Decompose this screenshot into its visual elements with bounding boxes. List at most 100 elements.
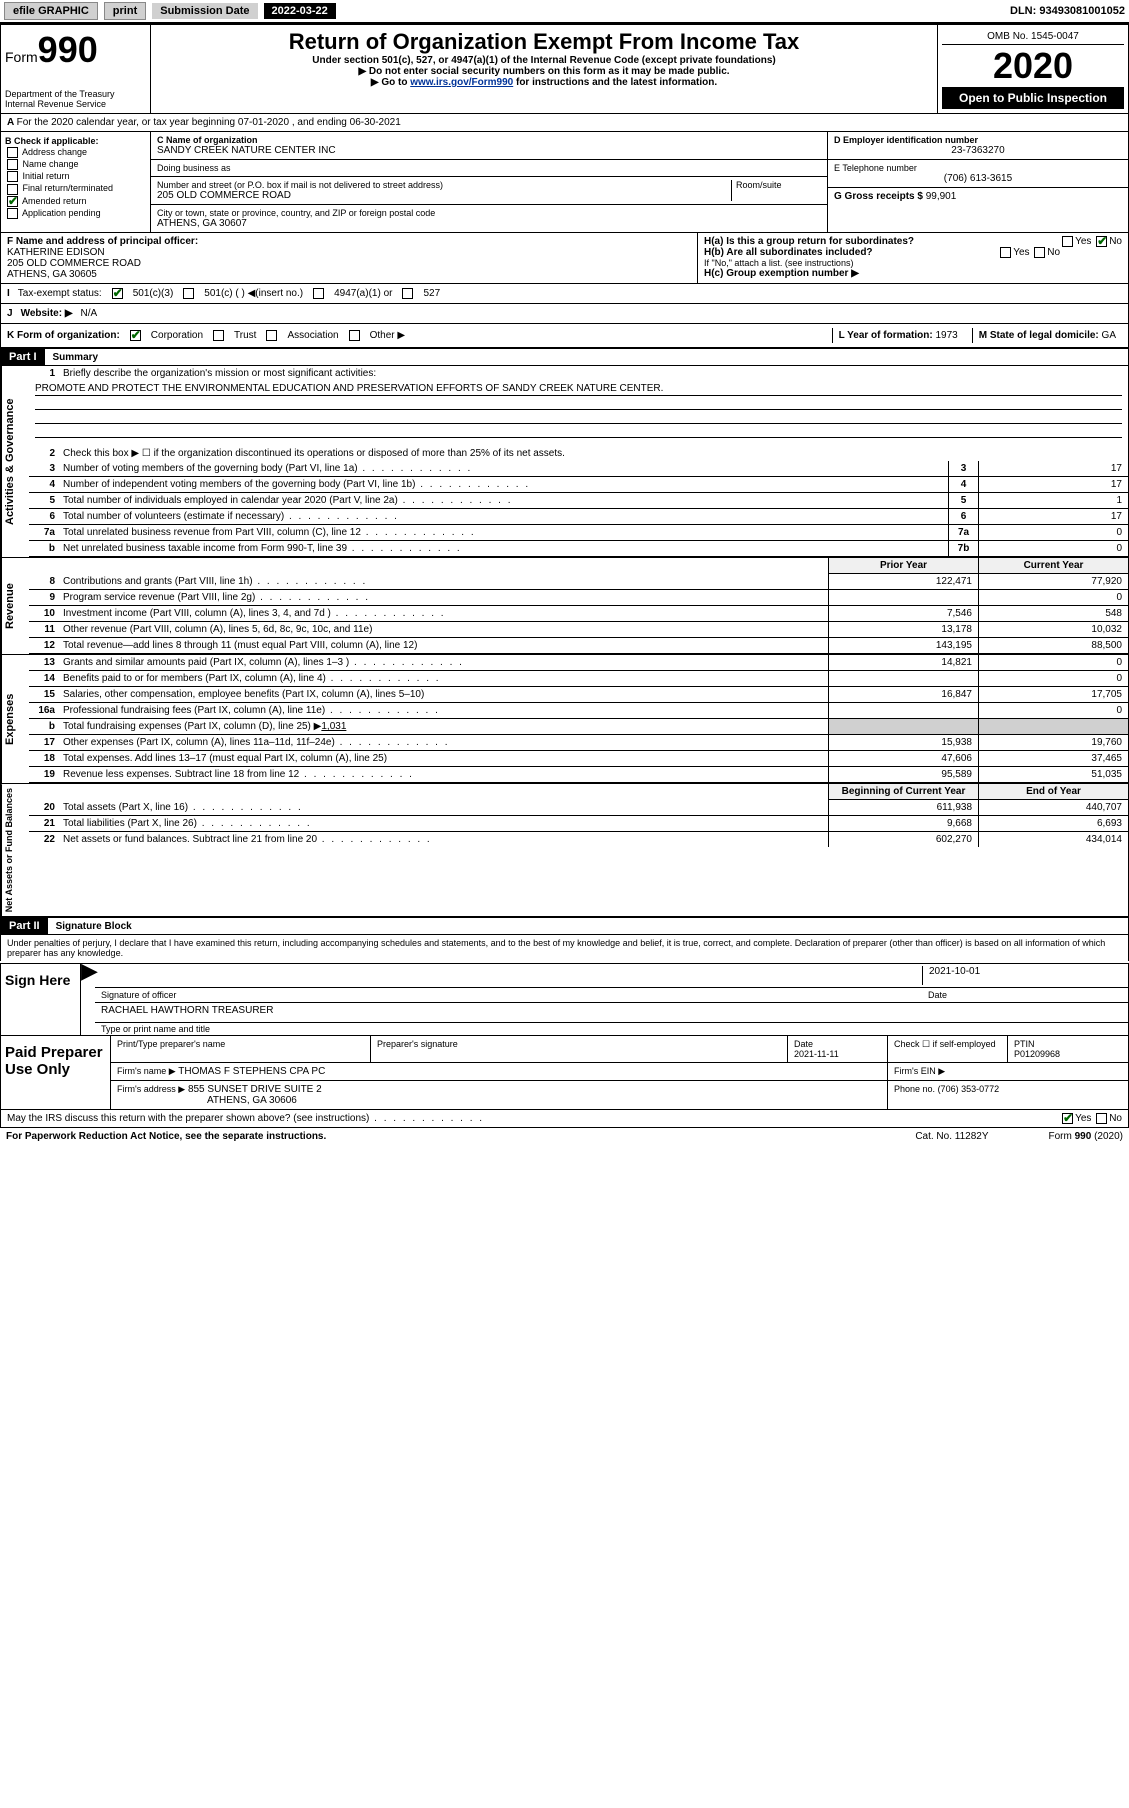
check-527[interactable] <box>402 288 413 299</box>
discuss-row: May the IRS discuss this return with the… <box>0 1110 1129 1128</box>
l-label: L Year of formation: <box>839 330 933 341</box>
l12-desc: Total revenue—add lines 8 through 11 (mu… <box>59 638 828 653</box>
l8-desc: Contributions and grants (Part VIII, lin… <box>59 574 828 589</box>
goto-pre: Go to <box>381 77 410 88</box>
hb-no[interactable]: No <box>1047 247 1060 258</box>
l7b-val: 0 <box>978 541 1128 556</box>
date-label: Date <box>922 990 1122 1000</box>
check-501c[interactable] <box>183 288 194 299</box>
prep-self-emp: Check ☐ if self-employed <box>888 1036 1008 1062</box>
l12-prior: 143,195 <box>828 638 978 653</box>
check-trust[interactable] <box>213 330 224 341</box>
opt-corp: Corporation <box>151 330 203 341</box>
g-label: G Gross receipts $ <box>834 191 923 202</box>
check-amended-return[interactable]: Amended return <box>5 196 146 207</box>
discuss-yes-check[interactable] <box>1062 1113 1073 1124</box>
l15-curr: 17,705 <box>978 687 1128 702</box>
check-4947[interactable] <box>313 288 324 299</box>
org-address: 205 OLD COMMERCE ROAD <box>157 190 731 201</box>
form-number: Form990 <box>5 29 146 71</box>
row-i: I Tax-exempt status: 501(c)(3) 501(c) ( … <box>0 284 1129 304</box>
opt-4: Amended return <box>22 196 87 206</box>
summary-expenses: Expenses 13Grants and similar amounts pa… <box>0 654 1129 783</box>
form-subtitle-2: Do not enter social security numbers on … <box>159 66 929 77</box>
submission-label: Submission Date <box>152 3 257 19</box>
l12-curr: 88,500 <box>978 638 1128 653</box>
l17-curr: 19,760 <box>978 735 1128 750</box>
prep-date-label: Date <box>794 1039 813 1049</box>
opt-3: Final return/terminated <box>23 183 114 193</box>
form990-link[interactable]: www.irs.gov/Form990 <box>410 77 513 88</box>
l14-curr: 0 <box>978 671 1128 686</box>
check-final-return[interactable]: Final return/terminated <box>5 183 146 194</box>
check-address-change[interactable]: Address change <box>5 147 146 158</box>
irs-label: Internal Revenue Service <box>5 99 146 109</box>
ha-no[interactable]: No <box>1109 236 1122 247</box>
l19-desc: Revenue less expenses. Subtract line 18 … <box>59 767 828 782</box>
form-footer: Form 990 (2020) <box>1049 1131 1123 1142</box>
opt-501c3: 501(c)(3) <box>133 288 174 299</box>
l10-desc: Investment income (Part VIII, column (A)… <box>59 606 828 621</box>
pra-notice: For Paperwork Reduction Act Notice, see … <box>6 1131 326 1142</box>
check-other[interactable] <box>349 330 360 341</box>
l16a-prior <box>828 703 978 718</box>
l8-curr: 77,920 <box>978 574 1128 589</box>
firm-name-label: Firm's name ▶ <box>117 1066 176 1076</box>
h-b: H(b) Are all subordinates included? Yes … <box>704 247 1122 258</box>
part2-header: Part II Signature Block <box>0 917 1129 935</box>
efile-button[interactable]: efile GRAPHIC <box>4 2 98 20</box>
discuss-no: No <box>1109 1113 1122 1124</box>
firm-addr-label: Firm's address ▶ <box>117 1084 185 1094</box>
print-button[interactable]: print <box>104 2 146 20</box>
opt-assoc: Association <box>287 330 338 341</box>
b-label: B Check if applicable: <box>5 136 146 146</box>
dln-label: DLN: 93493081001052 <box>1010 5 1125 17</box>
website-value: N/A <box>81 308 98 319</box>
summary-netassets: Net Assets or Fund Balances Beginning of… <box>0 783 1129 917</box>
l20-beg: 611,938 <box>828 800 978 815</box>
check-application-pending[interactable]: Application pending <box>5 208 146 219</box>
ha-yes[interactable]: Yes <box>1075 236 1091 247</box>
check-name-change[interactable]: Name change <box>5 159 146 170</box>
sign-section: Sign Here ▶ 2021-10-01 Signature of offi… <box>0 963 1129 1036</box>
check-association[interactable] <box>266 330 277 341</box>
form-subtitle-3: ▶ Go to www.irs.gov/Form990 for instruct… <box>159 77 929 88</box>
l4-val: 17 <box>978 477 1128 492</box>
discuss-no-check[interactable] <box>1096 1113 1107 1124</box>
l4-desc: Number of independent voting members of … <box>59 477 948 492</box>
gross-receipts-block: G Gross receipts $ 99,901 <box>828 188 1128 205</box>
check-501c3[interactable] <box>112 288 123 299</box>
d-label: D Employer identification number <box>834 135 1122 145</box>
col-de: D Employer identification number 23-7363… <box>828 132 1128 232</box>
hb-yes[interactable]: Yes <box>1013 247 1029 258</box>
omb-number: OMB No. 1545-0047 <box>942 29 1124 45</box>
l10-curr: 548 <box>978 606 1128 621</box>
l7a-desc: Total unrelated business revenue from Pa… <box>59 525 948 540</box>
state-domicile: M State of legal domicile: GA <box>972 328 1122 343</box>
l11-prior: 13,178 <box>828 622 978 637</box>
h-c: H(c) Group exemption number ▶ <box>704 268 1122 279</box>
l17-desc: Other expenses (Part IX, column (A), lin… <box>59 735 828 750</box>
l14-prior <box>828 671 978 686</box>
l5-desc: Total number of individuals employed in … <box>59 493 948 508</box>
l19-curr: 51,035 <box>978 767 1128 782</box>
cat-no: Cat. No. 11282Y <box>915 1131 988 1142</box>
h-note: If "No," attach a list. (see instruction… <box>704 258 1122 268</box>
firm-name-val: THOMAS F STEPHENS CPA PC <box>178 1066 325 1077</box>
l21-desc: Total liabilities (Part X, line 26) <box>59 816 828 831</box>
prep-sig-label: Preparer's signature <box>371 1036 788 1062</box>
h-block: H(a) Is this a group return for subordin… <box>698 233 1128 283</box>
col-b: B Check if applicable: Address change Na… <box>1 132 151 232</box>
hdr-prior: Prior Year <box>828 558 978 574</box>
row-j: J Website: ▶ N/A <box>0 304 1129 324</box>
l9-curr: 0 <box>978 590 1128 605</box>
check-corporation[interactable] <box>130 330 141 341</box>
check-initial-return[interactable]: Initial return <box>5 171 146 182</box>
dept-label: Department of the Treasury <box>5 89 146 99</box>
l22-beg: 602,270 <box>828 832 978 847</box>
row-fh: F Name and address of principal officer:… <box>0 233 1129 284</box>
firm-addr-row: Firm's address ▶ 855 SUNSET DRIVE SUITE … <box>111 1081 888 1109</box>
l3-val: 17 <box>978 461 1128 476</box>
prep-date-val: 2021-11-11 <box>794 1049 839 1059</box>
hdr-current: Current Year <box>978 558 1128 574</box>
